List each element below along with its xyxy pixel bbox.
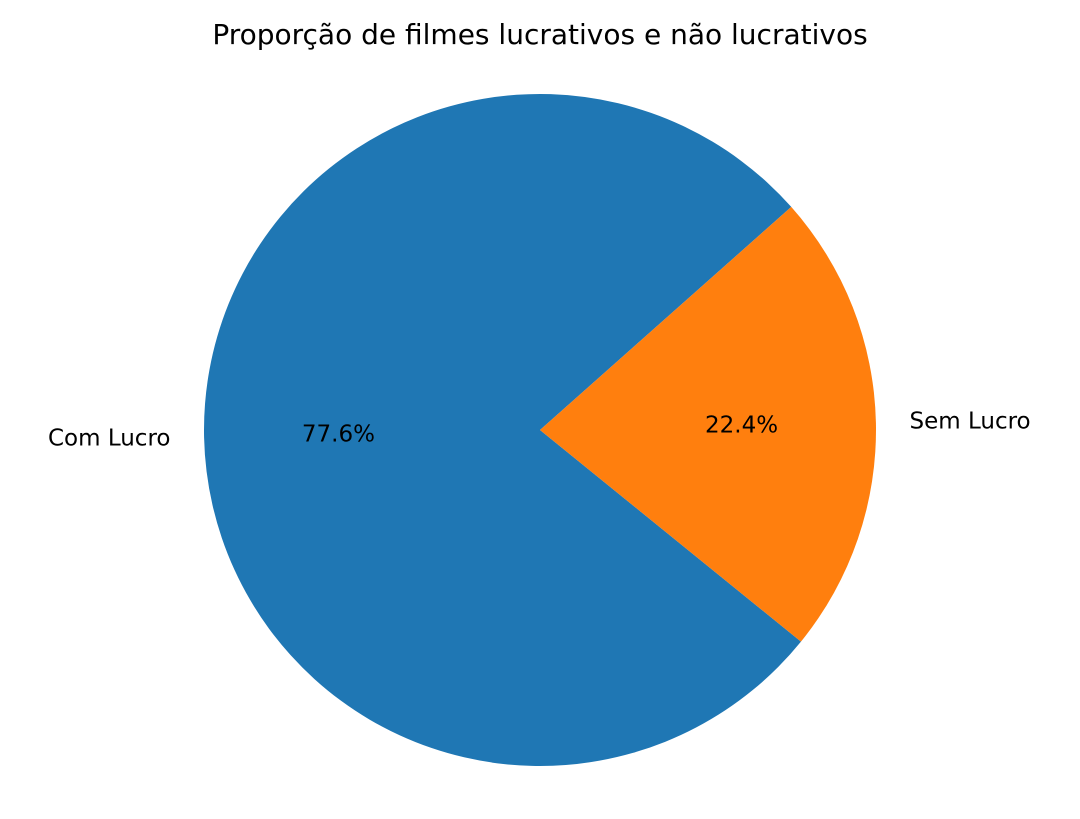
slice-label-sem-lucro: Sem Lucro: [910, 409, 1031, 435]
slice-label-com-lucro: Com Lucro: [48, 425, 171, 451]
chart-title: Proporção de filmes lucrativos e não luc…: [212, 18, 867, 51]
slice-percent-sem-lucro: 22.4%: [705, 412, 778, 438]
slice-percent-com-lucro: 77.6%: [302, 422, 375, 448]
pie-slice-sem-lucro: [540, 206, 876, 642]
pie-slice-com-lucro: [204, 94, 801, 767]
pie-labels: Com Lucro 77.6% Sem Lucro 22.4%: [48, 409, 1031, 452]
pie-slices: [204, 94, 876, 767]
